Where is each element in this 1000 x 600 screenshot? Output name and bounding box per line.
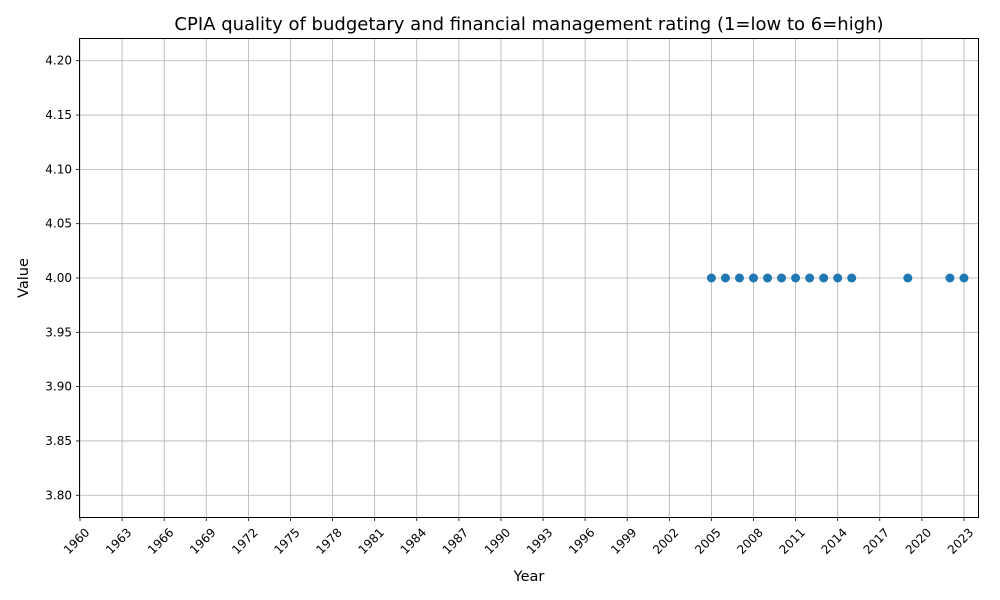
x-tick-label: 2008 <box>734 525 765 556</box>
x-tick-label: 1990 <box>482 525 513 556</box>
x-tick-label: 2017 <box>861 525 892 556</box>
data-point <box>903 273 913 283</box>
y-tick-label: 4.15 <box>45 108 72 122</box>
x-tick-label: 1966 <box>145 525 176 556</box>
data-point <box>805 273 815 283</box>
data-point <box>777 273 787 283</box>
grid <box>79 39 978 517</box>
data-point <box>749 273 758 283</box>
x-tick-label: 1963 <box>103 525 134 556</box>
x-tick-label: 1981 <box>355 525 386 556</box>
x-tick-label: 1999 <box>608 525 639 556</box>
y-tick-label: 3.80 <box>45 488 72 502</box>
chart-title: CPIA quality of budgetary and financial … <box>174 14 883 35</box>
data-point <box>720 273 730 283</box>
x-tick-label: 2014 <box>819 525 850 556</box>
data-point <box>734 273 744 283</box>
data-point <box>791 273 801 283</box>
data-point <box>945 273 955 283</box>
y-axis-label: Value <box>16 258 32 298</box>
x-tick-label: 1984 <box>398 525 429 556</box>
data-point <box>833 273 843 283</box>
x-tick-label: 1978 <box>313 525 344 556</box>
y-tick-label: 4.10 <box>45 162 72 176</box>
x-tick-label: 1969 <box>187 525 218 556</box>
x-tick-label: 1975 <box>271 525 302 556</box>
x-tick-label: 1996 <box>566 525 597 556</box>
data-points <box>706 273 969 283</box>
y-tick-label: 3.95 <box>45 325 72 339</box>
x-tick-label: 2005 <box>692 525 723 556</box>
x-tick-label: 1972 <box>229 525 260 556</box>
x-tick-label: 1987 <box>440 525 471 556</box>
y-tick-label: 4.05 <box>45 217 72 231</box>
data-point <box>706 273 716 283</box>
x-axis-label: Year <box>513 569 545 585</box>
plot-frame <box>79 38 979 518</box>
x-tick-label: 1993 <box>524 525 555 556</box>
y-tick-label: 4.00 <box>45 271 72 285</box>
data-point <box>959 273 969 283</box>
data-point <box>847 273 857 283</box>
data-point <box>763 273 773 283</box>
axis-ticks: 1960 1963 1966 1969 1972 1975 1978 1981 1984 1987… <box>45 54 976 557</box>
x-tick-label: 2002 <box>650 525 681 556</box>
data-point <box>819 273 829 283</box>
y-tick-label: 3.90 <box>45 380 72 394</box>
x-tick-label: 2023 <box>945 525 976 556</box>
x-tick-label: 1960 <box>61 525 92 556</box>
y-tick-label: 3.85 <box>45 434 72 448</box>
x-tick-label: 2020 <box>903 525 934 556</box>
y-tick-label: 4.20 <box>45 54 72 68</box>
x-tick-label: 2011 <box>776 525 807 556</box>
